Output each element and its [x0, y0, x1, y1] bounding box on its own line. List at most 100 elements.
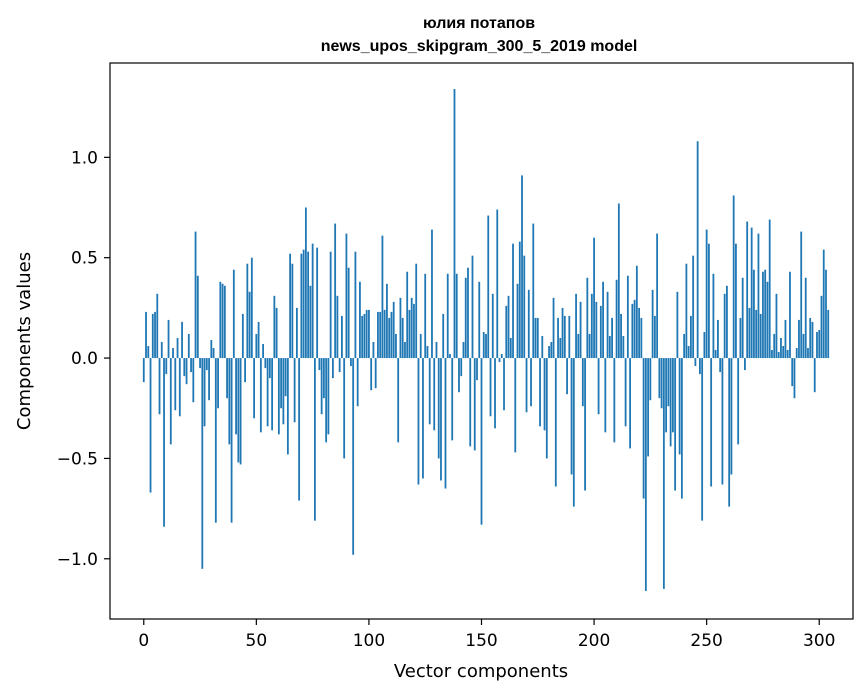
bar-component-226: [651, 289, 654, 359]
bar-component-99: [365, 309, 368, 359]
bar-component-96: [359, 281, 361, 359]
bar-component-43: [239, 358, 242, 465]
bar-component-74: [309, 285, 312, 359]
bar-component-234: [669, 358, 672, 447]
y-tick-label: −1.0: [57, 550, 98, 570]
bar-component-68: [295, 307, 298, 359]
bar-component-13: [172, 348, 174, 359]
bar-component-183: [554, 358, 557, 487]
bar-component-153: [487, 215, 490, 359]
bar-component-191: [572, 358, 575, 507]
bar-component-45: [244, 358, 246, 383]
x-tick-label: 150: [465, 631, 497, 651]
bar-component-272: [755, 309, 758, 359]
bar-component-111: [392, 301, 395, 359]
bar-component-114: [399, 297, 402, 359]
bar-component-221: [640, 317, 643, 359]
bar-component-144: [467, 267, 469, 359]
bar-component-72: [304, 207, 307, 359]
bar-component-38: [228, 358, 231, 445]
bar-component-247: [699, 358, 701, 375]
bar-component-84: [332, 358, 334, 379]
bar-component-98: [363, 313, 366, 359]
bar-component-284: [782, 346, 785, 359]
bar-component-176: [539, 358, 541, 427]
bar-component-214: [624, 358, 627, 427]
bar-component-180: [548, 346, 550, 359]
y-tick-label: 1.0: [71, 148, 98, 168]
bar-component-40: [232, 269, 235, 359]
bar-component-130: [435, 342, 438, 359]
bar-component-225: [649, 358, 652, 401]
bar-component-15: [176, 337, 179, 359]
bar-component-103: [374, 358, 377, 389]
bar-component-76: [313, 358, 316, 521]
bar-component-65: [289, 253, 292, 359]
bar-component-151: [482, 331, 485, 359]
bar-component-46: [246, 263, 249, 359]
x-tick-label: 50: [246, 631, 268, 651]
bar-component-100: [368, 309, 370, 359]
bar-component-278: [768, 219, 771, 359]
bar-component-243: [689, 315, 692, 359]
bar-component-95: [356, 358, 359, 407]
bar-component-293: [802, 333, 805, 359]
bar-component-171: [527, 289, 530, 359]
bar-component-219: [635, 265, 638, 359]
bar-component-222: [642, 358, 645, 499]
bar-component-210: [615, 279, 618, 359]
bar-component-52: [259, 358, 262, 433]
bar-component-208: [611, 317, 613, 359]
bar-component-139: [455, 273, 458, 359]
bar-component-301: [820, 295, 823, 359]
bar-component-122: [417, 358, 420, 485]
bar-component-201: [595, 301, 598, 359]
bar-component-146: [471, 255, 474, 359]
bar-component-192: [575, 293, 577, 359]
bar-component-166: [516, 283, 519, 359]
bar-component-132: [440, 358, 442, 481]
bar-component-229: [658, 358, 661, 399]
bar-component-286: [786, 350, 789, 359]
bar-component-270: [750, 227, 753, 359]
bar-component-273: [757, 233, 760, 359]
bar-component-255: [717, 319, 719, 359]
bar-component-47: [248, 291, 251, 359]
x-tick-label: 300: [803, 631, 835, 651]
bar-component-107: [383, 309, 386, 359]
bar-component-280: [773, 333, 776, 359]
bar-component-303: [825, 269, 827, 359]
bar-component-88: [341, 315, 343, 359]
bar-component-291: [798, 319, 800, 359]
bar-component-256: [719, 358, 722, 373]
bar-component-33: [217, 358, 219, 409]
bar-component-21: [190, 358, 192, 373]
bar-component-119: [410, 297, 413, 359]
bar-component-80: [322, 358, 325, 399]
bar-component-78: [318, 358, 321, 371]
bar-component-163: [509, 337, 512, 359]
bar-component-289: [793, 358, 796, 399]
bar-component-298: [813, 358, 816, 393]
bar-component-181: [550, 342, 553, 359]
bar-component-8: [160, 342, 163, 359]
bar-component-160: [503, 358, 505, 411]
bar-component-159: [500, 354, 503, 359]
bar-component-239: [680, 358, 683, 499]
bar-component-149: [478, 281, 481, 359]
y-axis-ticks: −1.0 −0.5 0.0 0.5 1.0: [57, 148, 110, 570]
bar-component-110: [390, 311, 393, 359]
bar-component-184: [557, 317, 559, 359]
bar-component-73: [307, 251, 310, 359]
bar-component-196: [584, 358, 586, 491]
bar-component-108: [386, 283, 388, 359]
bar-component-251: [708, 243, 710, 359]
bar-component-296: [809, 317, 812, 359]
bar-component-37: [226, 358, 228, 399]
bar-component-42: [237, 358, 240, 463]
bar-component-90: [345, 233, 348, 359]
x-axis-ticks: 0 50 100 150 200 250 300: [138, 619, 835, 651]
bar-component-188: [566, 358, 568, 395]
bar-component-263: [735, 243, 737, 359]
bar-component-252: [710, 358, 713, 487]
